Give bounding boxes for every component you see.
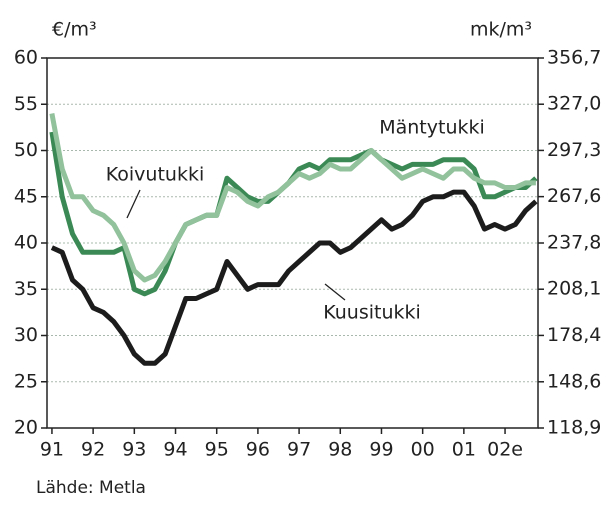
y2-tick-label: 118,9	[547, 417, 601, 439]
series-label: Mäntytukki	[379, 117, 485, 139]
y-tick-label: 30	[14, 324, 38, 346]
series-line	[49, 113, 536, 283]
y2-tick-label: 178,4	[547, 324, 601, 346]
leader-line	[126, 189, 141, 219]
y-tick-label: 25	[14, 370, 38, 392]
series-label: Kuusitukki	[323, 302, 421, 324]
x-tick-label: 97	[287, 439, 311, 461]
series-label: Koivutukki	[106, 164, 204, 186]
y2-tick-label: 327,0	[547, 93, 601, 115]
y-tick-label: 60	[14, 47, 38, 69]
plot-frame	[46, 57, 539, 429]
y2-tick-label: 148,6	[547, 370, 601, 392]
x-tick-label: 00	[411, 439, 435, 461]
y-tick-label: 35	[14, 278, 38, 300]
leader-line	[324, 283, 346, 301]
y2-tick-label: 297,3	[547, 139, 601, 161]
source: Lähde: Metla	[36, 478, 146, 498]
x-tick-label: 92	[81, 439, 105, 461]
y-tick-label: 45	[14, 185, 38, 207]
y2-tick-label: 356,7	[547, 47, 601, 69]
x-tick-label: 94	[163, 439, 187, 461]
y2-tick-label: 208,1	[547, 278, 601, 300]
y-tick-label: 40	[14, 232, 38, 254]
x-tick-label: 01	[452, 439, 476, 461]
x-tick-label: 98	[328, 439, 352, 461]
y2-tick-label: 267,6	[547, 185, 601, 207]
x-tick-label: 91	[40, 439, 64, 461]
x-tick-label: 93	[122, 439, 146, 461]
y-axis-label: €/m³	[52, 19, 97, 41]
x-tick-label: 02e	[487, 439, 523, 461]
x-tick-label: 99	[369, 439, 393, 461]
y-tick-label: 55	[14, 93, 38, 115]
series-line	[49, 131, 538, 297]
x-tick-label: 95	[205, 439, 229, 461]
y-tick-label: 20	[14, 417, 38, 439]
y2-axis-label: mk/m³	[470, 19, 532, 41]
x-tick-label: 96	[246, 439, 270, 461]
series-line	[50, 189, 538, 366]
y2-tick-label: 237,8	[547, 232, 601, 254]
y-tick-label: 50	[14, 139, 38, 161]
